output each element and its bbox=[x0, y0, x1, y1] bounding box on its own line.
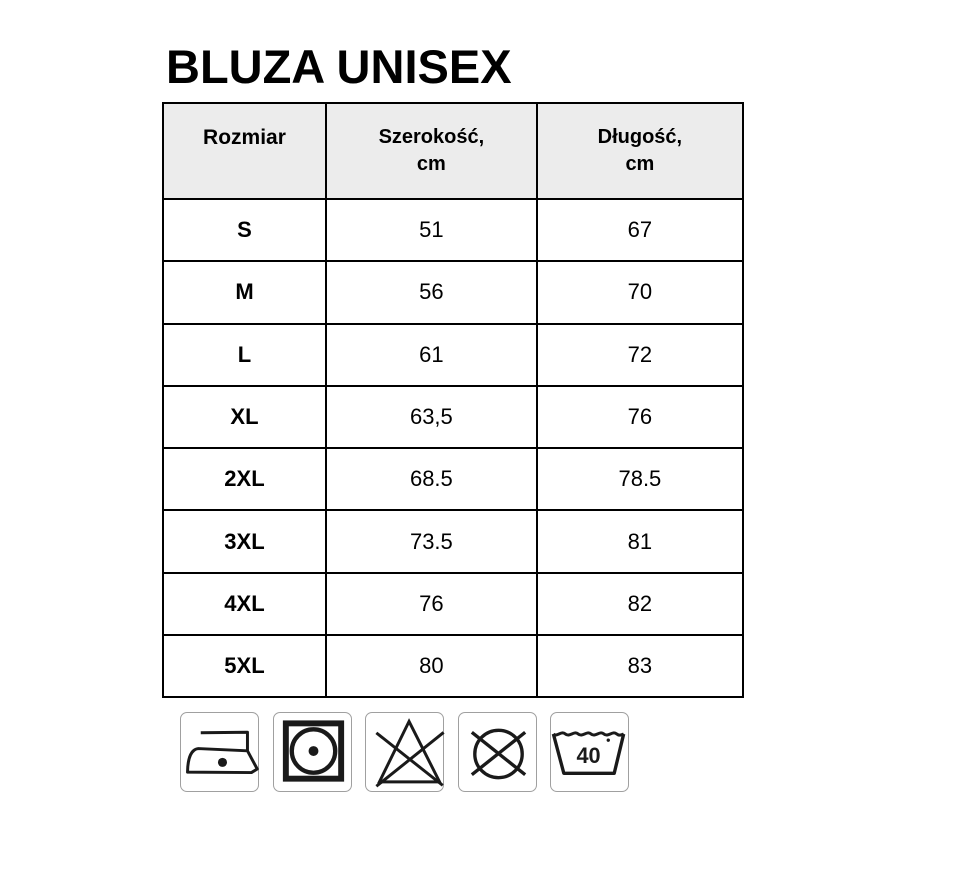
svg-text:40: 40 bbox=[576, 743, 600, 768]
